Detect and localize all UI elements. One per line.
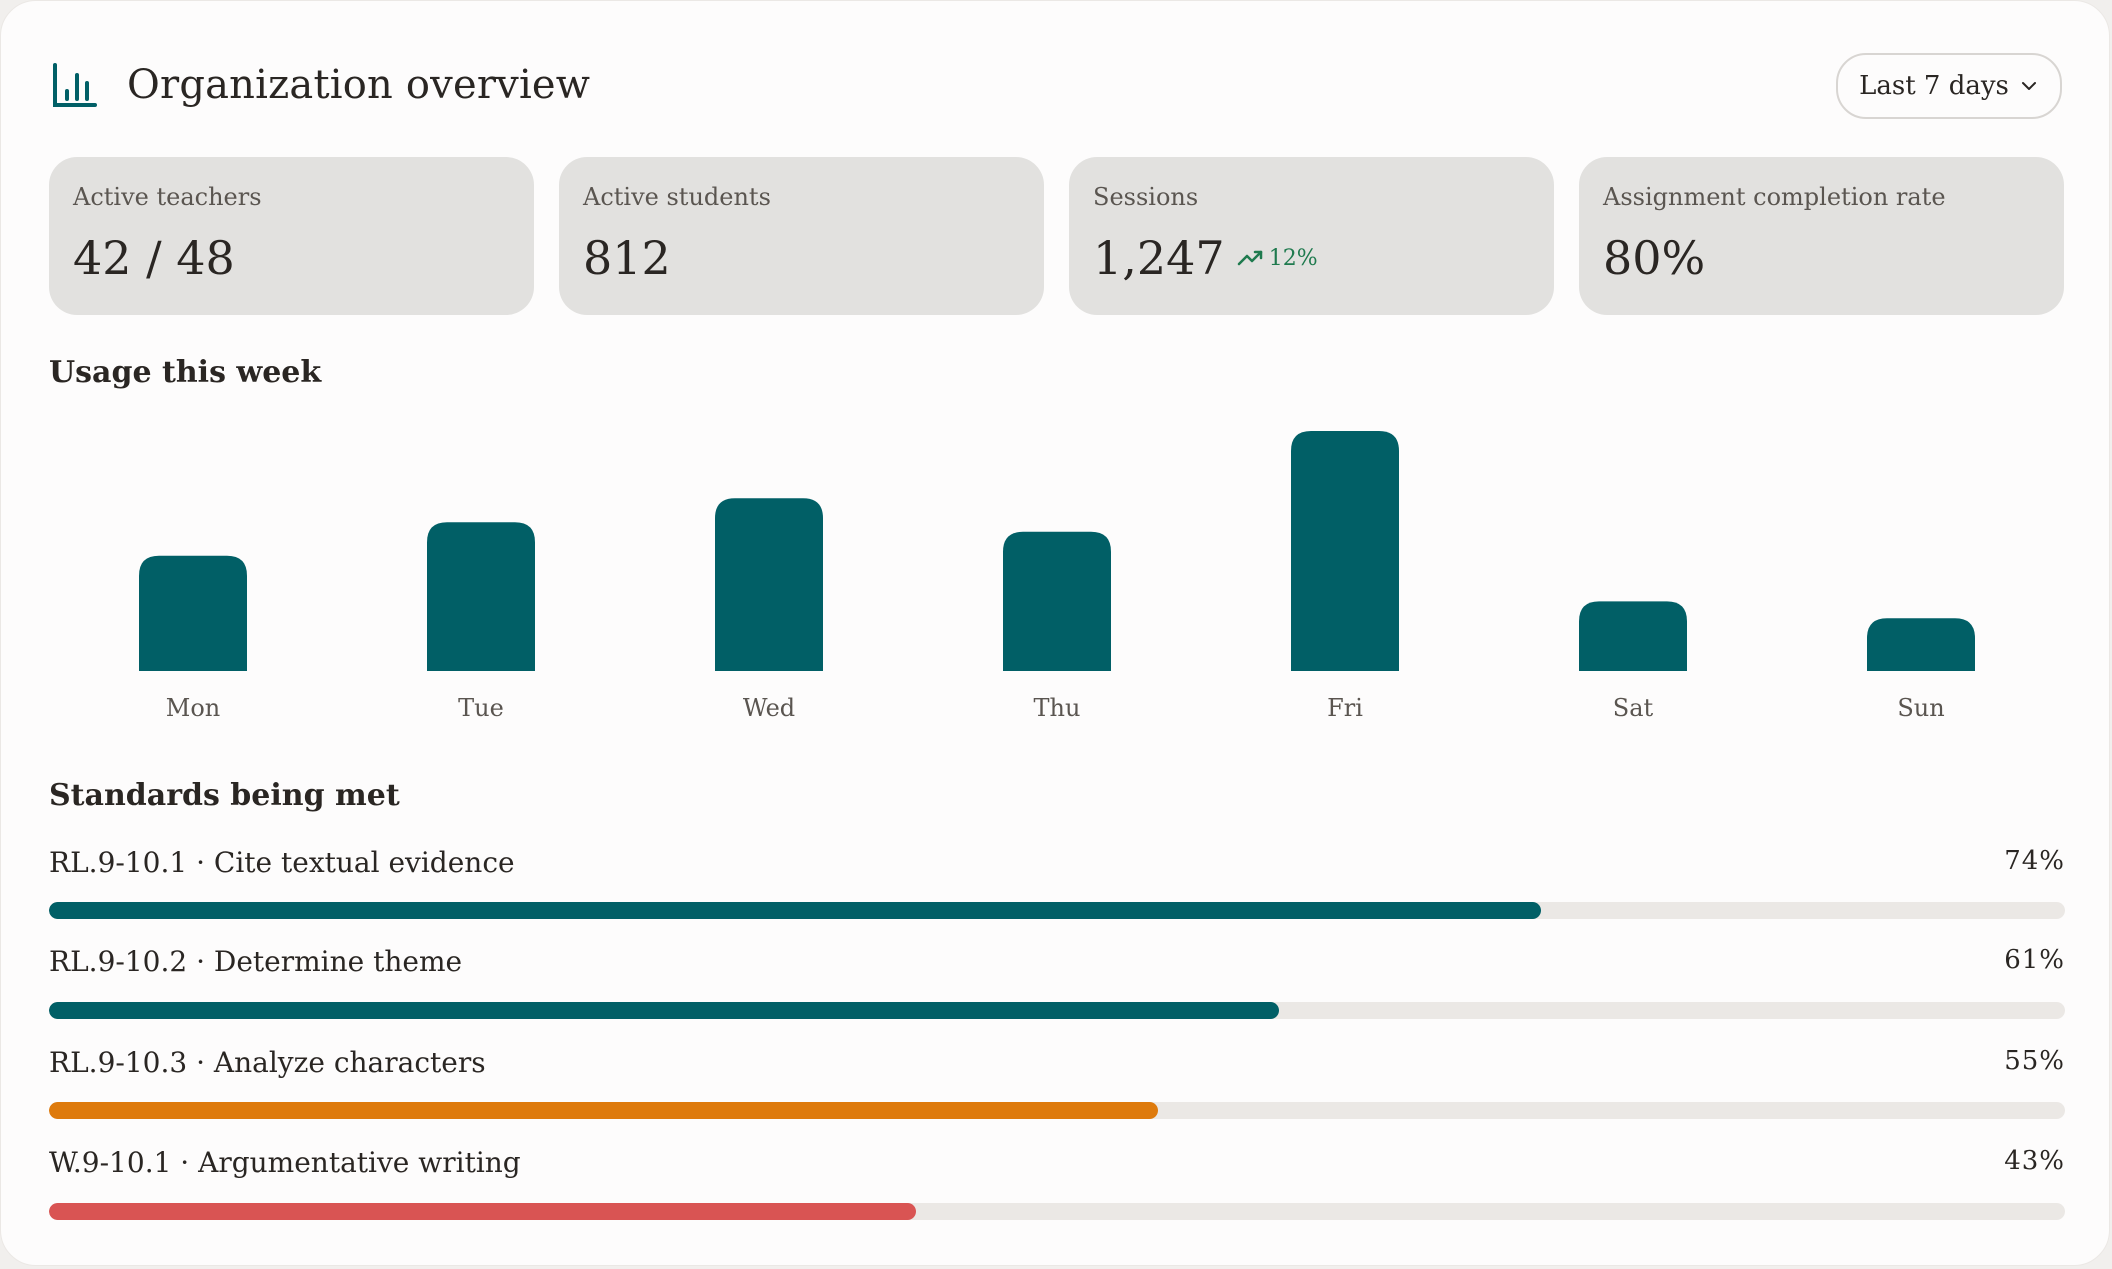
standard-row[interactable]: W.9-10.1 · Argumentative writing 43% [49,1146,2065,1226]
progress-fill [49,1203,916,1220]
usage-title: Usage this week [49,355,322,390]
x-tick-label: Sat [1613,694,1654,722]
usage-bar-wed[interactable] [715,498,823,671]
usage-chart: Mon Tue Wed Thu Fri Sat Sun [49,411,2065,731]
chevron-down-icon [2021,82,2036,90]
x-tick-label: Tue [458,694,504,722]
stat-completion-rate: Assignment completion rate 80% [1579,157,2064,315]
date-range-label: Last 7 days [1859,71,2009,101]
standard-percent: 74% [2004,846,2065,876]
x-tick-label: Fri [1327,694,1363,722]
usage-bar-fri[interactable] [1291,431,1399,671]
stat-value: 812 [583,231,671,285]
progress-fill [49,1002,1279,1019]
standard-label: W.9-10.1 · Argumentative writing [49,1146,521,1179]
x-tick-label: Sun [1897,694,1944,722]
page-title: Organization overview [127,62,591,108]
x-tick-label: Mon [166,694,220,722]
x-tick-label: Thu [1034,694,1081,722]
date-range-dropdown[interactable]: Last 7 days [1836,53,2062,119]
usage-bar-sun[interactable] [1867,618,1975,671]
stat-active-students: Active students 812 [559,157,1044,315]
standard-label: RL.9-10.1 · Cite textual evidence [49,846,515,879]
stat-value-text: 812 [583,231,671,285]
trend-badge: 12% [1237,246,1318,271]
usage-bar-thu[interactable] [1003,531,1111,671]
header: Organization overview Last 7 days [49,49,2062,121]
stat-label: Assignment completion rate [1603,183,1946,211]
trend-value: 12% [1268,245,1318,271]
stat-sessions: Sessions 1,247 12% [1069,157,1554,315]
stat-value-text: 1,247 [1093,231,1225,285]
usage-bar-tue[interactable] [427,522,535,671]
stat-value: 1,247 12% [1093,231,1318,285]
standard-percent: 61% [2004,945,2065,975]
progress-fill [49,1102,1158,1119]
standard-label: RL.9-10.2 · Determine theme [49,945,463,978]
progress-track [49,1102,2065,1119]
bar-chart-icon [53,63,97,107]
standard-percent: 43% [2004,1146,2065,1176]
stat-value: 80% [1603,231,1705,285]
standard-row[interactable]: RL.9-10.1 · Cite textual evidence 74% [49,846,2065,926]
stats-row: Active teachers 42 / 48 Active students … [49,157,2065,315]
standard-label: RL.9-10.3 · Analyze characters [49,1046,486,1079]
progress-fill [49,902,1541,919]
usage-bar-mon[interactable] [139,555,247,671]
progress-track [49,902,2065,919]
trending-up-icon [1237,250,1262,266]
stat-label: Sessions [1093,183,1199,211]
x-tick-label: Wed [743,694,795,722]
stat-value-text: 80% [1603,231,1706,285]
standards-title: Standards being met [49,778,400,813]
progress-track [49,1002,2065,1019]
stat-value-text: 42 / 48 [73,231,235,285]
stat-label: Active students [583,183,771,211]
stat-value: 42 / 48 [73,231,235,285]
standard-row[interactable]: RL.9-10.2 · Determine theme 61% [49,945,2065,1025]
standard-row[interactable]: RL.9-10.3 · Analyze characters 55% [49,1046,2065,1126]
standard-percent: 55% [2004,1046,2065,1076]
stat-active-teachers: Active teachers 42 / 48 [49,157,534,315]
usage-bar-sat[interactable] [1579,601,1687,671]
usage-bar-chart: Mon Tue Wed Thu Fri Sat Sun [139,431,1975,722]
progress-track [49,1203,2065,1220]
stat-label: Active teachers [73,183,262,211]
